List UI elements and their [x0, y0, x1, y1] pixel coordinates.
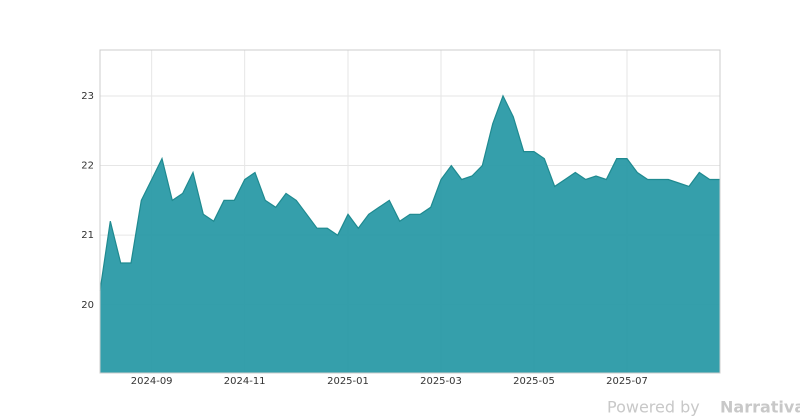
x-tick-label: 2024-11	[224, 376, 266, 387]
plot-border	[99, 49, 721, 374]
x-tick-label: 2025-03	[420, 376, 462, 387]
branding: Powered by	[607, 398, 700, 417]
y-tick-label: 22	[81, 161, 94, 172]
x-tick-label: 2024-09	[131, 376, 173, 387]
area	[100, 95, 720, 374]
y-tick-label: 20	[81, 300, 94, 311]
x-tick-label: 2025-05	[513, 376, 555, 387]
branding-name: Narrativa	[720, 398, 800, 417]
x-tick-label: 2025-07	[606, 376, 648, 387]
x-tick-label: 2025-01	[327, 376, 369, 387]
y-tick-label: 23	[81, 91, 94, 102]
y-tick-label: 21	[81, 230, 94, 241]
line	[99, 94, 720, 291]
